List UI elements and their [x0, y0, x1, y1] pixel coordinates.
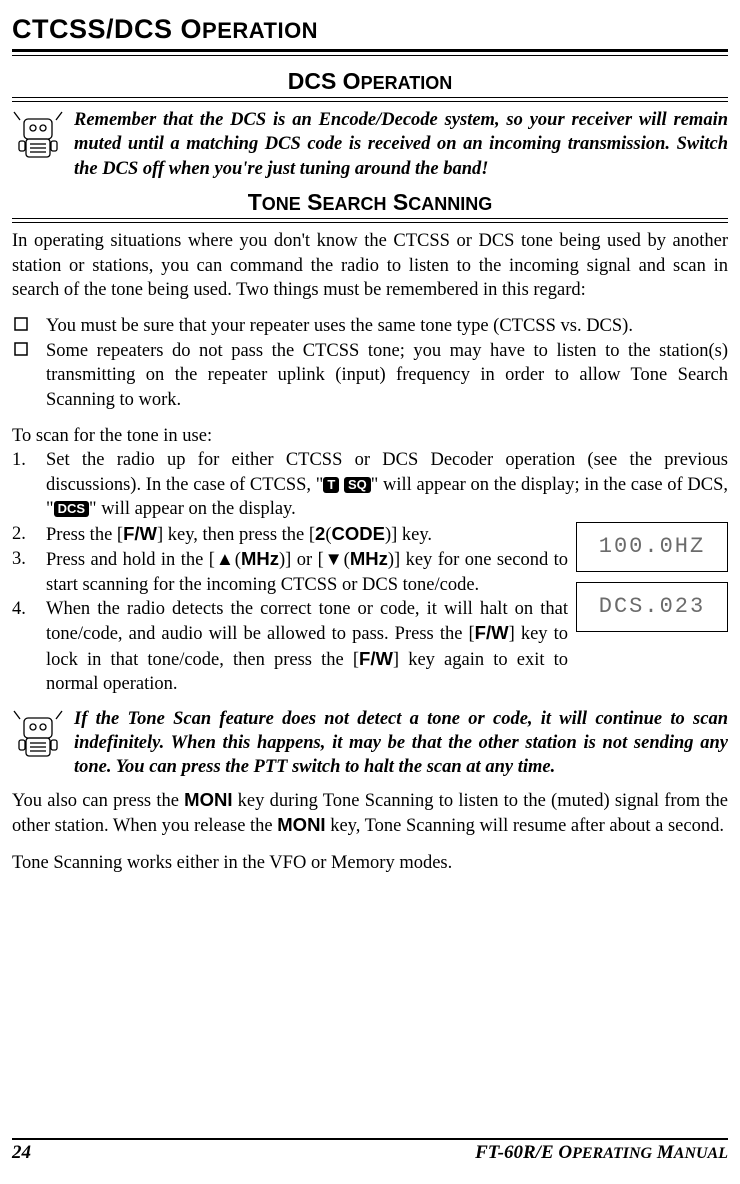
section-dcs-title: DCS OPERATION — [288, 68, 453, 95]
bullet-icon — [12, 339, 46, 360]
manual-title: FT-60R/E OPERATING MANUAL — [475, 1142, 728, 1164]
steps-list: To scan for the tone in use: 1. Set the … — [12, 424, 728, 696]
page-footer: 24 FT-60R/E OPERATING MANUAL — [12, 1138, 728, 1164]
step-num-4: 4. — [12, 597, 46, 621]
section-divider — [12, 97, 728, 102]
bullet-1: You must be sure that your repeater uses… — [46, 314, 728, 338]
lcd-displays: 100.0HZ DCS.023 — [576, 522, 728, 642]
robot-icon — [12, 108, 64, 167]
chapter-title: CTCSS/DCS OPERATION — [12, 14, 728, 45]
step-num-3: 3. — [12, 547, 46, 571]
lcd-dcs: DCS.023 — [576, 582, 728, 632]
step-1-text: Set the radio up for either CTCSS or DCS… — [46, 448, 728, 521]
step-num-1: 1. — [12, 448, 46, 472]
title-divider — [12, 49, 728, 56]
step-4-text: When the radio detects the correct tone … — [46, 597, 568, 697]
section-divider-2 — [12, 218, 728, 223]
step-2-text: Press the [F/W] key, then press the [2(C… — [46, 522, 568, 547]
bullet-list: You must be sure that your repeater uses… — [12, 314, 728, 412]
tone-scan-note: If the Tone Scan feature does not detect… — [12, 707, 728, 780]
section-tone-title: TONE SEARCH SCANNING — [248, 189, 493, 216]
closing-para: Tone Scanning works either in the VFO or… — [12, 851, 728, 875]
bullet-2: Some repeaters do not pass the CTCSS ton… — [46, 339, 728, 412]
page-number: 24 — [12, 1142, 31, 1164]
moni-para: You also can press the MONI key during T… — [12, 788, 728, 839]
dcs-indicator: DCS — [54, 501, 89, 517]
lcd-ctcss: 100.0HZ — [576, 522, 728, 572]
dcs-note-text: Remember that the DCS is an Encode/Decod… — [74, 108, 728, 181]
step-num-2: 2. — [12, 522, 46, 546]
tone-intro: In operating situations where you don't … — [12, 229, 728, 302]
steps-intro: To scan for the tone in use: — [12, 424, 728, 448]
robot-icon — [12, 707, 64, 766]
bullet-icon — [12, 314, 46, 335]
dcs-note: Remember that the DCS is an Encode/Decod… — [12, 108, 728, 181]
t-indicator: T — [323, 477, 339, 493]
tone-scan-note-text: If the Tone Scan feature does not detect… — [74, 707, 728, 780]
step-3-text: Press and hold in the [▲(MHz)] or [▼(MHz… — [46, 547, 568, 597]
sq-indicator: SQ — [344, 477, 371, 493]
